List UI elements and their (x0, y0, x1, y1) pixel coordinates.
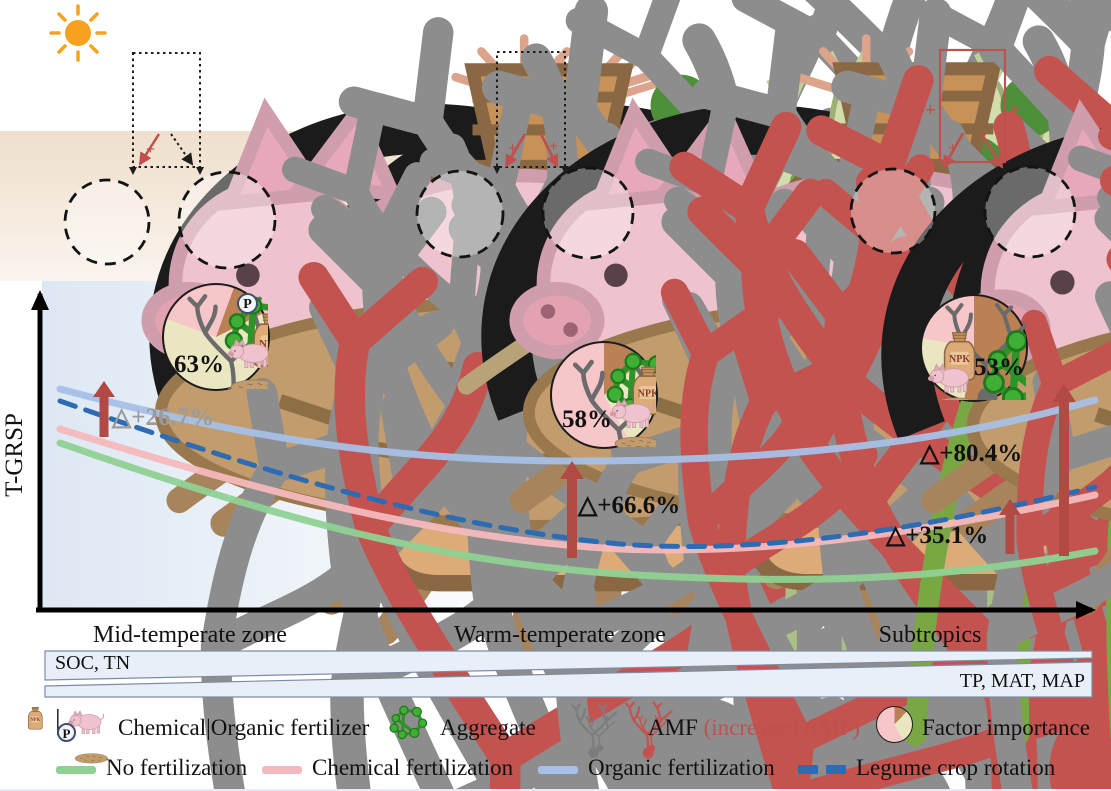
section-subtropics: + + + + (614, 0, 1111, 789)
plus-icon: + (146, 141, 155, 158)
fertilizer-input-box (496, 51, 566, 168)
amf-circle (63, 178, 151, 266)
legend-fertilizer-label: Chemical|Organic fertilizer (118, 715, 370, 740)
fertilizer-arrow (942, 132, 965, 169)
pie-value-warm: 58% (562, 406, 612, 433)
legume-rotation-swatch (798, 765, 846, 774)
sun-icon (49, 4, 107, 62)
amf-label-text: AMF (648, 715, 698, 740)
manure-icon (936, 397, 977, 400)
increase-arrow (999, 499, 1021, 554)
amf-circle (415, 169, 505, 259)
curve-no-fertilization (56, 439, 1099, 583)
zone-label-warm-temperate: Warm-temperate zone (454, 622, 666, 648)
pie-value-subtropics: 53% (974, 354, 1024, 381)
down-arrowhead-icon (129, 167, 204, 175)
delta-label-subtropics-chemical: △+35.1% (886, 522, 989, 549)
plus-icon: + (549, 138, 558, 155)
delta-label-subtropics-organic: △+80.4% (920, 440, 1023, 467)
plus-icon: + (995, 138, 1004, 155)
soc-tn-wedge (44, 650, 1093, 681)
dash-segment (798, 765, 818, 774)
amf-circle (849, 167, 937, 255)
gradient-bars (44, 650, 1093, 698)
tp-mat-map-label: TP, MAT, MAP (959, 670, 1085, 692)
delta-label-warm: △+66.6% (578, 492, 681, 519)
amf-circle (983, 165, 1077, 259)
zone-label-subtropics: Subtropics (878, 622, 982, 648)
p-badge-icon: P (57, 723, 76, 742)
no-fertilization-swatch (56, 766, 96, 774)
legend-legume-rotation-label: Legume crop rotation (856, 755, 1056, 780)
soc-tn-label: SOC, TN (55, 652, 131, 674)
plus-icon: + (948, 140, 957, 157)
amf-circle (177, 170, 277, 270)
trend-curves (56, 385, 1099, 583)
y-axis-title: T-GRSP (1, 413, 28, 497)
delta-label-mid: △+26.7% (112, 404, 215, 431)
fertilizer-input-box (132, 52, 201, 168)
down-arrowhead-icon (493, 166, 569, 174)
organic-input-arrow (138, 133, 161, 166)
amf-circle (541, 166, 635, 260)
separator-bar: | (55, 705, 61, 736)
increase-arrows (93, 381, 1076, 558)
increase-arrow (1052, 384, 1076, 556)
manure-icon (230, 379, 268, 389)
curve-organic-fertilization (56, 385, 1099, 465)
legend-organic-fertilization-label: Organic fertilization (588, 755, 775, 780)
legend-factor-importance-label: Factor importance (922, 715, 1090, 740)
curve-legume-rotation (57, 398, 1098, 549)
increase-arrow (560, 461, 584, 558)
section-warm-temperate: + + (181, 0, 1111, 789)
manure-icon (74, 753, 109, 764)
plus-icon: + (925, 100, 936, 121)
increase-arrow (93, 381, 115, 437)
pie-value-mid: 63% (174, 351, 224, 378)
p-badge-icon: P (237, 293, 258, 314)
fertilizer-arrow (504, 133, 527, 168)
npk-bag-icon (27, 706, 43, 730)
curve-chemical-fertilization (56, 425, 1099, 554)
fertilizer-arrow (979, 132, 1004, 169)
factor-pie-warm-temperate (550, 341, 658, 449)
legend-no-fertilization-label: No fertilization (106, 755, 248, 780)
factor-importance-pie-icon (876, 706, 913, 743)
fertilizer-arrow (539, 133, 559, 168)
dash-segment (826, 765, 846, 774)
factor-pie-subtropics (920, 294, 1028, 402)
increased-amf-label-text: (increased AMF) (703, 715, 861, 740)
zone-label-mid-temperate: Mid-temperate zone (93, 622, 287, 648)
plus-icon: + (508, 140, 517, 157)
aggregate-icon (388, 704, 429, 741)
legend-aggregate-label: Aggregate (440, 715, 536, 740)
axes (31, 290, 1096, 619)
tp-mat-map-wedge (44, 661, 1093, 698)
legend-amf-label: AMF (increased AMF) (648, 715, 860, 741)
organic-fertilization-swatch (538, 766, 578, 774)
plus-icon: + (1009, 100, 1020, 121)
chemical-input-arrow (170, 133, 194, 166)
fertilizer-input-box (938, 48, 1007, 164)
chemical-fertilization-swatch (262, 766, 302, 774)
legend-chemical-fertilization-label: Chemical fertilization (312, 755, 514, 780)
